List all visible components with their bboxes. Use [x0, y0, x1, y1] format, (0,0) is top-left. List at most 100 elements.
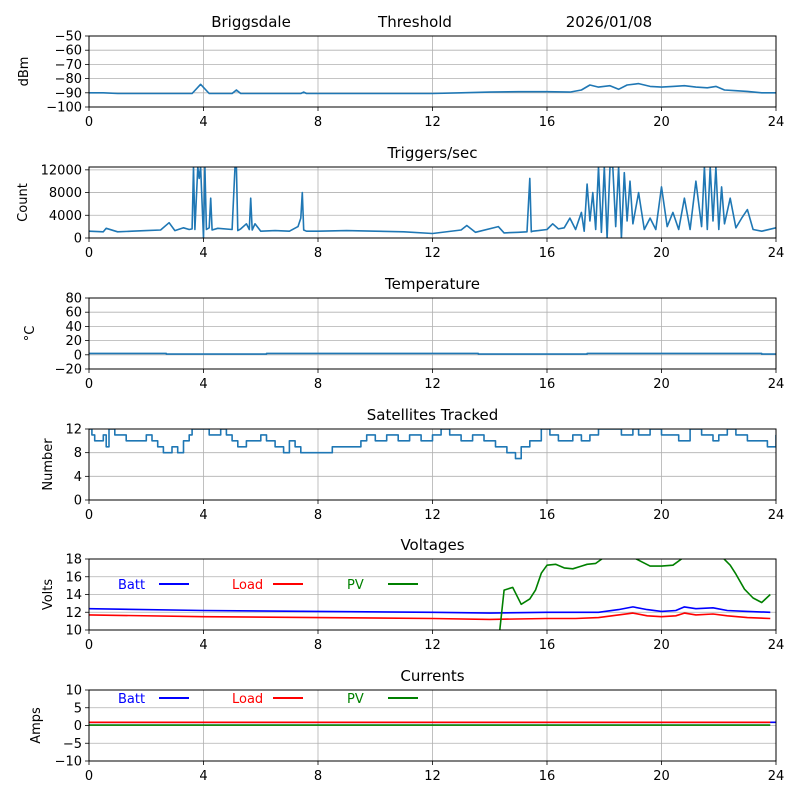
x-tick-label: 24 [768, 769, 785, 784]
x-tick-label: 4 [199, 638, 207, 653]
y-tick-label: 8000 [49, 186, 82, 201]
x-tick-label: 8 [314, 769, 322, 784]
chart-title: Voltages [400, 536, 464, 554]
x-tick-label: 24 [768, 115, 785, 130]
y-tick-label: −80 [55, 72, 82, 87]
x-tick-label: 12 [424, 246, 441, 261]
y-tick-label: −100 [46, 101, 82, 116]
chart-title: Currents [400, 667, 464, 685]
x-tick-label: 24 [768, 638, 785, 653]
series-line-threshold [89, 82, 776, 95]
y-axis-label: Number [41, 438, 56, 491]
y-tick-label: 80 [65, 292, 82, 307]
x-tick-label: 20 [653, 115, 670, 130]
series-line-temperature [89, 352, 776, 355]
legend-label-batt: Batt [118, 578, 145, 593]
y-tick-label: −10 [55, 755, 82, 770]
x-tick-label: 20 [653, 377, 670, 392]
y-tick-label: 60 [65, 306, 82, 321]
x-tick-label: 0 [85, 377, 93, 392]
y-axis-label: Amps [29, 707, 44, 744]
x-tick-label: 8 [314, 115, 322, 130]
y-tick-label: 0 [74, 348, 82, 363]
y-tick-label: 10 [65, 624, 82, 639]
y-tick-label: 18 [65, 553, 82, 568]
y-axis-label: Volts [41, 579, 56, 611]
y-tick-label: 40 [65, 320, 82, 335]
legend-label-pv: PV [347, 692, 364, 707]
y-tick-label: 10 [65, 684, 82, 699]
x-tick-label: 16 [539, 377, 556, 392]
y-tick-label: 4000 [49, 209, 82, 224]
y-tick-label: 16 [65, 570, 82, 585]
y-tick-label: 14 [65, 588, 82, 603]
y-tick-label: 20 [65, 334, 82, 349]
y-tick-label: −90 [55, 86, 82, 101]
x-tick-label: 20 [653, 246, 670, 261]
x-tick-label: 12 [424, 115, 441, 130]
x-tick-label: 12 [424, 377, 441, 392]
x-tick-label: 4 [199, 377, 207, 392]
header-station: Briggsdale [211, 13, 291, 31]
chart-triggers: 0 4 8 12 16 20 24 0 4000 8000 12000 Triggers/sec Cou… [16, 144, 784, 261]
legend-label-batt: Batt [118, 692, 145, 707]
x-tick-label: 0 [85, 246, 93, 261]
x-tick-label: 0 [85, 115, 93, 130]
y-tick-label: 12 [65, 606, 82, 621]
x-tick-label: 0 [85, 638, 93, 653]
x-tick-label: 16 [539, 246, 556, 261]
y-tick-label: −50 [55, 30, 82, 45]
x-tick-label: 8 [314, 508, 322, 523]
x-tick-label: 4 [199, 769, 207, 784]
chart-currents: 0 4 8 12 16 20 24 −10 −5 0 5 10 Currents Amps Batt Load… [29, 667, 784, 784]
y-tick-label: 4 [74, 470, 82, 485]
x-tick-label: 24 [768, 246, 785, 261]
legend-label-load: Load [232, 692, 263, 707]
chart-title: Temperature [384, 275, 480, 293]
y-axis-label: °C [23, 326, 38, 342]
x-tick-label: 4 [199, 508, 207, 523]
y-tick-label: −70 [55, 58, 82, 73]
x-tick-label: 20 [653, 508, 670, 523]
x-tick-label: 24 [768, 508, 785, 523]
x-tick-label: 0 [85, 769, 93, 784]
y-tick-label: 12 [65, 423, 82, 438]
series-line-load [89, 612, 771, 621]
x-tick-label: 12 [424, 508, 441, 523]
x-tick-label: 8 [314, 246, 322, 261]
y-tick-label: −5 [63, 737, 82, 752]
y-tick-label: 0 [74, 719, 82, 734]
x-tick-label: 20 [653, 769, 670, 784]
x-tick-label: 16 [539, 508, 556, 523]
y-tick-label: −60 [55, 44, 82, 59]
x-tick-label: 4 [199, 246, 207, 261]
y-axis-label: dBm [17, 57, 32, 87]
series-line-triggers [89, 167, 776, 238]
header-date: 2026/01/08 [566, 13, 652, 31]
chart-title: Triggers/sec [387, 144, 478, 162]
chart-title: Satellites Tracked [367, 406, 498, 424]
x-tick-label: 16 [539, 638, 556, 653]
chart-satellites: 0 4 8 12 16 20 24 0 4 8 12 Satellites Tracked Number [41, 406, 784, 523]
x-tick-label: 20 [653, 638, 670, 653]
x-tick-label: 24 [768, 377, 785, 392]
x-tick-label: 0 [85, 508, 93, 523]
x-tick-label: 16 [539, 769, 556, 784]
y-tick-label: 0 [74, 494, 82, 509]
header-mode: Threshold [377, 13, 452, 31]
legend-label-pv: PV [347, 578, 364, 593]
x-tick-label: 8 [314, 638, 322, 653]
y-tick-label: −20 [55, 363, 82, 378]
x-tick-label: 8 [314, 377, 322, 392]
y-tick-label: 5 [74, 701, 82, 716]
series-line-satellites [89, 429, 776, 460]
y-tick-label: 8 [74, 446, 82, 461]
series-line-batt [89, 606, 771, 614]
x-tick-label: 16 [539, 115, 556, 130]
y-axis-label: Count [16, 183, 31, 222]
chart-voltages: 0 4 8 12 16 20 24 10 12 14 16 18 Voltages Volts Batt Lo… [41, 536, 784, 653]
